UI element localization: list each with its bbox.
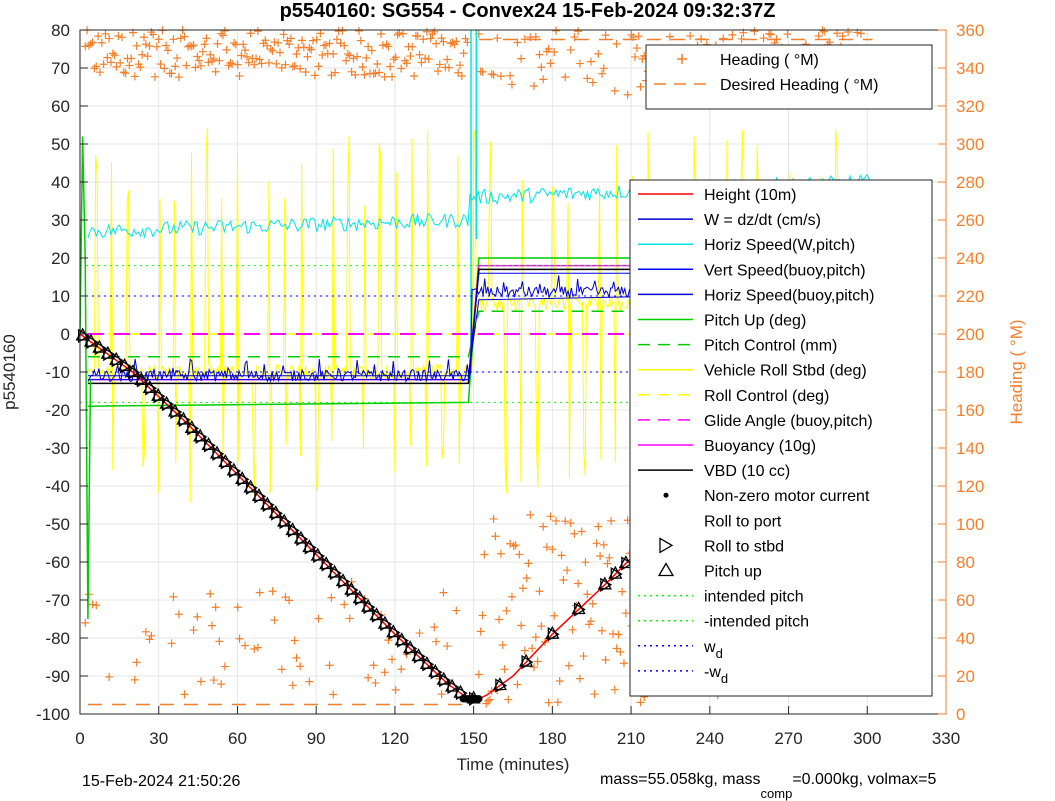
y2-tick-label: 140 bbox=[956, 439, 984, 458]
footer-mass-rest: =0.000kg, volmax=5 bbox=[792, 771, 936, 788]
x-tick-label: 150 bbox=[459, 729, 487, 748]
x-tick-label: 210 bbox=[617, 729, 645, 748]
y-tick-label: -20 bbox=[45, 401, 70, 420]
y2-tick-label: 160 bbox=[956, 401, 984, 420]
legend-label: Horiz Speed(W,pitch) bbox=[704, 237, 855, 254]
y-tick-label: -30 bbox=[45, 439, 70, 458]
x-tick-label: 120 bbox=[381, 729, 409, 748]
y-tick-label: -40 bbox=[45, 477, 70, 496]
legend-label: Horiz Speed(buoy,pitch) bbox=[704, 287, 874, 304]
legend-label: Non-zero motor current bbox=[704, 488, 870, 505]
legend-label: Heading ( °M) bbox=[720, 52, 819, 69]
y-tick-label: 10 bbox=[51, 287, 70, 306]
y2-tick-label: 60 bbox=[956, 591, 975, 610]
y2-tick-label: 40 bbox=[956, 629, 975, 648]
footer-mass-text: mass=55.058kg, mass bbox=[600, 771, 761, 788]
y-tick-label: 50 bbox=[51, 135, 70, 154]
legend-swatch bbox=[664, 493, 669, 498]
y2-tick-label: 320 bbox=[956, 97, 984, 116]
x-tick-label: 60 bbox=[228, 729, 247, 748]
x-tick-label: 180 bbox=[538, 729, 566, 748]
motor-current-marker bbox=[476, 696, 482, 702]
legend-label: Glide Angle (buoy,pitch) bbox=[704, 413, 873, 430]
y2-tick-label: 280 bbox=[956, 173, 984, 192]
legend-label: Pitch Control (mm) bbox=[704, 338, 837, 355]
footer-mass-info: mass=55.058kg, masscomp=0.000kg, volmax=… bbox=[600, 771, 936, 791]
legend-label: Vert Speed(buoy,pitch) bbox=[704, 262, 866, 279]
legend-label: W = dz/dt (cm/s) bbox=[704, 212, 821, 229]
y2-tick-label: 0 bbox=[956, 705, 965, 724]
legend-label: Pitch Up (deg) bbox=[704, 313, 806, 330]
y-tick-label: -90 bbox=[45, 667, 70, 686]
legend-label: VBD (10 cc) bbox=[704, 463, 790, 480]
y2-axis-label: Heading ( °M) bbox=[1007, 319, 1026, 424]
y2-tick-label: 180 bbox=[956, 363, 984, 382]
y-tick-label: 70 bbox=[51, 59, 70, 78]
y-tick-label: 80 bbox=[51, 21, 70, 40]
y2-tick-label: 240 bbox=[956, 249, 984, 268]
y2-tick-label: 360 bbox=[956, 21, 984, 40]
y-tick-label: 30 bbox=[51, 211, 70, 230]
x-tick-label: 0 bbox=[75, 729, 84, 748]
y2-tick-label: 260 bbox=[956, 211, 984, 230]
legend-label: Roll Control (deg) bbox=[704, 388, 829, 405]
y2-tick-label: 340 bbox=[956, 59, 984, 78]
legend-label: Desired Heading ( °M) bbox=[720, 77, 878, 94]
y2-tick-label: 20 bbox=[956, 667, 975, 686]
y-tick-label: -60 bbox=[45, 553, 70, 572]
legend-label-sub: d bbox=[716, 646, 723, 661]
x-axis-label: Time (minutes) bbox=[457, 755, 570, 774]
legend-label: intended pitch bbox=[704, 589, 804, 606]
x-tick-label: 90 bbox=[307, 729, 326, 748]
y-tick-label: -10 bbox=[45, 363, 70, 382]
y-axis-label: p5540160 bbox=[0, 334, 19, 410]
y-tick-label: -100 bbox=[36, 705, 70, 724]
y-tick-label: 0 bbox=[61, 325, 70, 344]
legend-label: Roll to stbd bbox=[704, 538, 784, 555]
legend-heading: Heading ( °M) Desired Heading ( °M) bbox=[646, 45, 932, 109]
footer-timestamp: 15-Feb-2024 21:50:26 bbox=[82, 773, 240, 791]
x-tick-label: 330 bbox=[932, 729, 960, 748]
y2-tick-label: 220 bbox=[956, 287, 984, 306]
legend-label-sub: d bbox=[721, 671, 728, 686]
legend-label: Buoyancy (10g) bbox=[704, 438, 816, 455]
legend-label: Height (10m) bbox=[704, 187, 796, 204]
x-tick-label: 240 bbox=[696, 729, 724, 748]
y2-tick-label: 80 bbox=[956, 553, 975, 572]
y-tick-label: 60 bbox=[51, 97, 70, 116]
y-tick-label: -50 bbox=[45, 515, 70, 534]
legend-label: -intended pitch bbox=[704, 614, 809, 631]
y-tick-label: -80 bbox=[45, 629, 70, 648]
y-tick-label: -70 bbox=[45, 591, 70, 610]
x-tick-label: 30 bbox=[149, 729, 168, 748]
footer-mass-sub: comp bbox=[761, 786, 793, 801]
y2-tick-label: 300 bbox=[956, 135, 984, 154]
y2-tick-label: 100 bbox=[956, 515, 984, 534]
y2-tick-label: 120 bbox=[956, 477, 984, 496]
x-tick-label: 300 bbox=[853, 729, 881, 748]
legend-label: Roll to port bbox=[704, 513, 782, 530]
x-tick-label: 270 bbox=[774, 729, 802, 748]
y-tick-label: 40 bbox=[51, 173, 70, 192]
y-tick-label: 20 bbox=[51, 249, 70, 268]
legend-label: Vehicle Roll Stbd (deg) bbox=[704, 363, 867, 380]
y2-tick-label: 200 bbox=[956, 325, 984, 344]
legend-main: Height (10m) W = dz/dt (cm/s) Horiz Speed(… bbox=[630, 180, 932, 696]
legend-label: Pitch up bbox=[704, 564, 762, 581]
